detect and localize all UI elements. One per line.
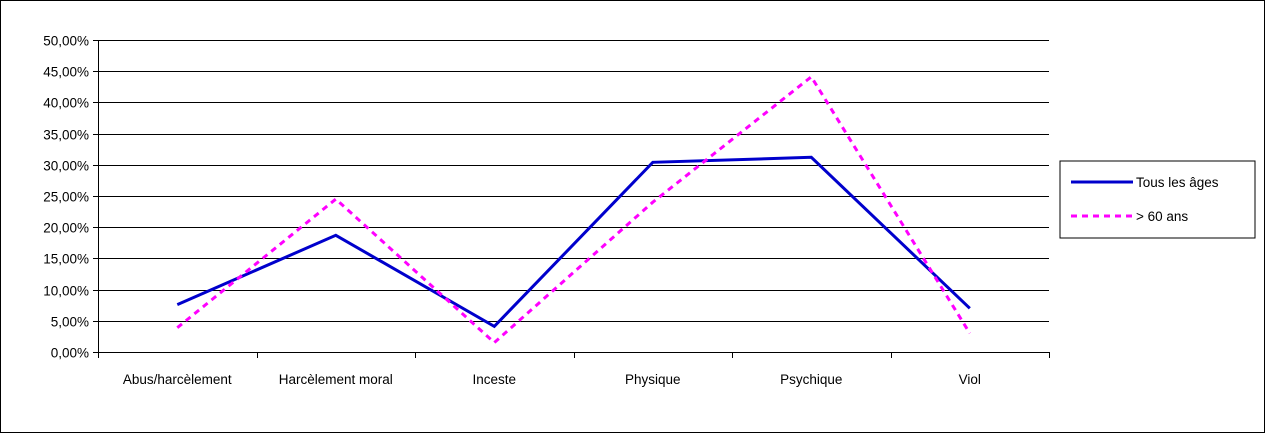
y-tick-label: 25,00% [43,190,89,205]
x-tick-label: Inceste [472,372,516,387]
y-tick-label: 40,00% [43,96,89,111]
y-tick-label: 35,00% [43,128,89,143]
y-tick-label: 15,00% [43,252,89,267]
legend-label-2: > 60 ans [1136,209,1188,224]
y-tick-label: 30,00% [43,159,89,174]
y-tick-label: 50,00% [43,34,89,49]
y-tick-label: 45,00% [43,65,89,80]
x-tick-label: Harcèlement moral [279,372,393,387]
legend: Tous les âges > 60 ans [1060,161,1255,238]
y-tick-label: 10,00% [43,284,89,299]
y-tick-label: 5,00% [51,315,89,330]
x-tick-label: Viol [959,372,981,387]
x-tick-label: Psychique [780,372,842,387]
y-tick-label: 0,00% [51,346,89,361]
legend-label-1: Tous les âges [1136,175,1219,190]
x-tick-label: Abus/harcèlement [123,372,232,387]
legend-box [1060,161,1255,238]
x-tick-label: Physique [625,372,681,387]
y-tick-label: 20,00% [43,221,89,236]
